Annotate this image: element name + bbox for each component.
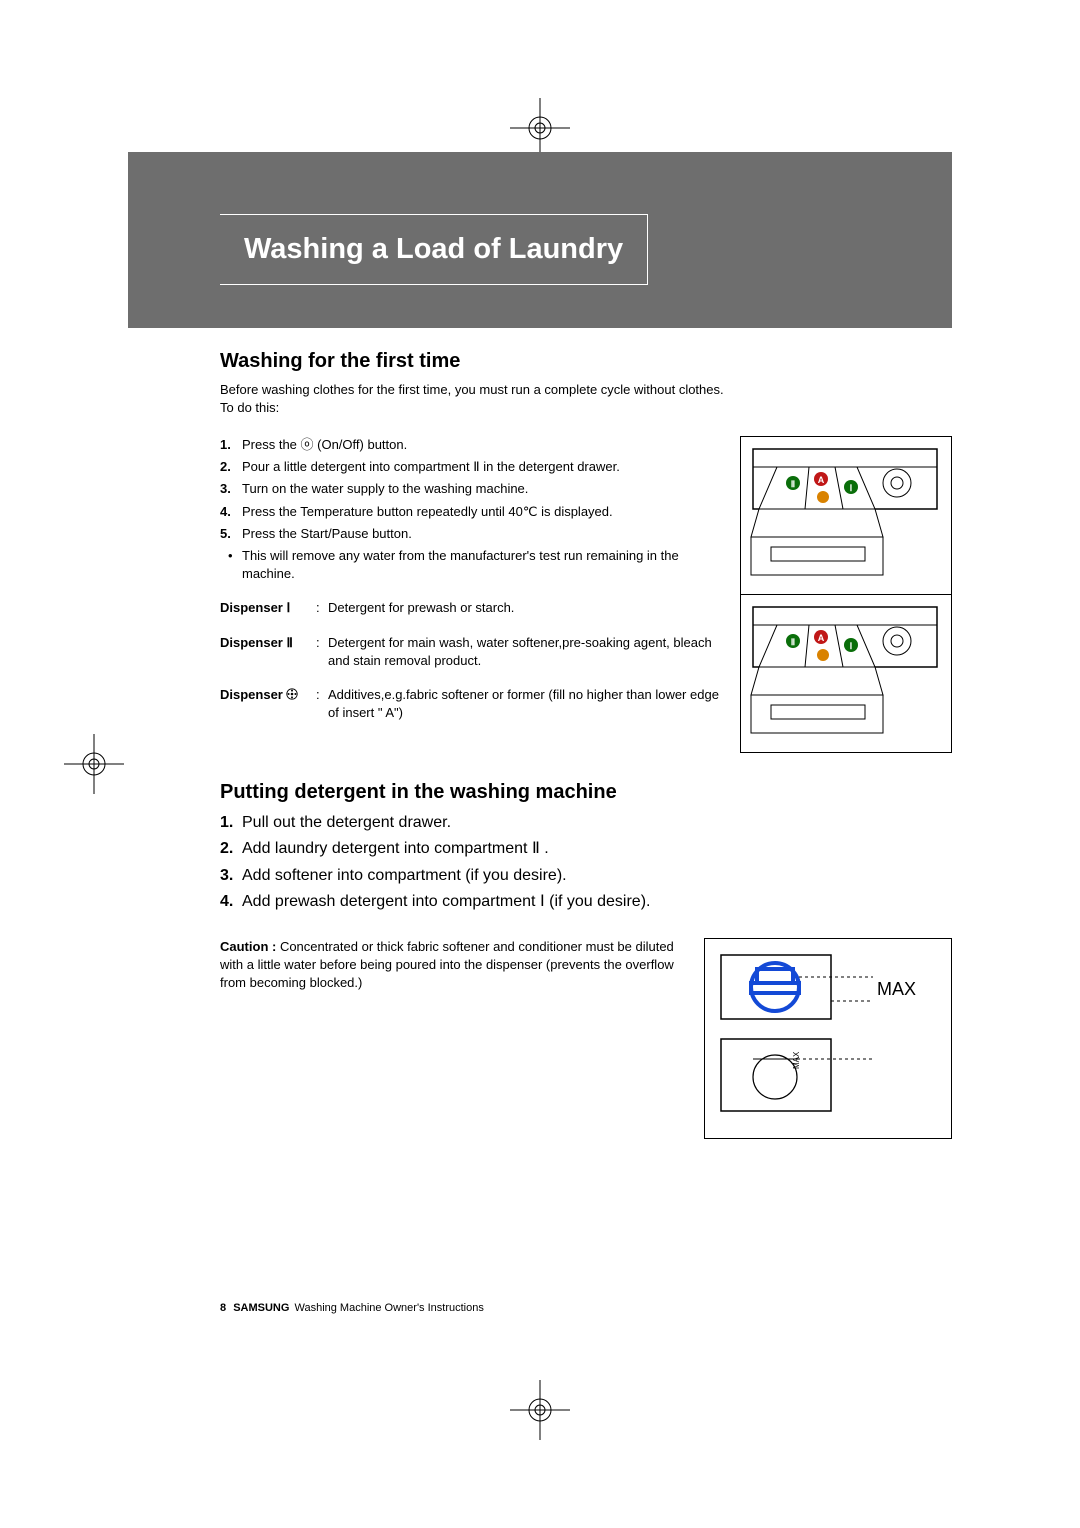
registration-mark-top — [510, 98, 570, 158]
dispenser-3-text: Additives,e.g.fabric softener or former … — [328, 686, 722, 722]
flower-icon — [286, 688, 298, 700]
caution-body: Concentrated or thick fabric softener an… — [220, 939, 674, 990]
svg-text:Ⅱ: Ⅱ — [791, 637, 795, 647]
drawer-diagram-icon: Ⅱ A Ⅰ — [747, 601, 943, 741]
step-4: Press the Temperature button repeatedly … — [220, 503, 722, 521]
manual-page: Washing a Load of Laundry Washing for th… — [0, 0, 1080, 1528]
caution-text: Caution : Concentrated or thick fabric s… — [220, 938, 686, 993]
section2-steps: Pull out the detergent drawer. Add laund… — [220, 812, 952, 914]
section1-intro: Before washing clothes for the first tim… — [220, 381, 952, 416]
colon: : — [316, 599, 328, 617]
s2-step-1: Pull out the detergent drawer. — [220, 812, 952, 834]
registration-mark-bottom — [510, 1380, 570, 1440]
caution-row: Caution : Concentrated or thick fabric s… — [220, 938, 952, 1139]
page-footer: 8 SAMSUNG Washing Machine Owner's Instru… — [220, 1302, 484, 1314]
drawer-figure-top: Ⅱ A Ⅰ — [741, 437, 951, 595]
section1-note: This will remove any water from the manu… — [220, 547, 722, 583]
section1-columns: Press the ⓞ (On/Off) button. Pour a litt… — [220, 436, 952, 753]
s2-step-2: Add laundry detergent into compartment Ⅱ… — [220, 838, 952, 860]
dispenser-1-label: Dispenser Ⅰ — [220, 599, 316, 617]
intro-line2: To do this: — [220, 400, 279, 415]
caution-label: Caution : — [220, 939, 276, 954]
max-level-diagram-icon: MAX MAX — [715, 949, 919, 1119]
section2-heading: Putting detergent in the washing machine — [220, 781, 952, 804]
dispenser-3-label-text: Dispenser — [220, 687, 286, 702]
max-label-small: MAX — [792, 1051, 801, 1069]
svg-text:A: A — [818, 475, 825, 485]
step-2: Pour a little detergent into compartment… — [220, 458, 722, 476]
step-3: Turn on the water supply to the washing … — [220, 480, 722, 498]
step-1: Press the ⓞ (On/Off) button. — [220, 436, 722, 454]
svg-text:Ⅰ: Ⅰ — [850, 483, 853, 493]
dispenser-3-label: Dispenser — [220, 686, 316, 704]
intro-line1: Before washing clothes for the first tim… — [220, 382, 724, 397]
page-title: Washing a Load of Laundry — [220, 214, 648, 285]
section1-steps: Press the ⓞ (On/Off) button. Pour a litt… — [220, 436, 722, 543]
dispenser-1-text: Detergent for prewash or starch. — [328, 599, 722, 617]
max-figure: MAX MAX — [704, 938, 952, 1139]
dispenser-2-label: Dispenser Ⅱ — [220, 634, 316, 652]
svg-text:Ⅰ: Ⅰ — [850, 641, 853, 651]
drawer-figures: Ⅱ A Ⅰ — [740, 436, 952, 753]
footer-tail: Washing Machine Owner's Instructions — [291, 1302, 483, 1314]
footer-brand: SAMSUNG — [233, 1302, 289, 1314]
dispenser-2-text: Detergent for main wash, water softener,… — [328, 634, 722, 670]
colon: : — [316, 634, 328, 652]
colon: : — [316, 686, 328, 704]
drawer-diagram-icon: Ⅱ A Ⅰ — [747, 443, 943, 583]
svg-text:A: A — [818, 633, 825, 643]
dispenser-row-2: Dispenser Ⅱ : Detergent for main wash, w… — [220, 634, 722, 670]
section1-heading: Washing for the first time — [220, 350, 952, 373]
page-number: 8 — [220, 1302, 226, 1314]
section2: Putting detergent in the washing machine… — [220, 781, 952, 1139]
section1-left: Press the ⓞ (On/Off) button. Pour a litt… — [220, 436, 722, 722]
registration-mark-left — [64, 734, 124, 794]
svg-text:Ⅱ: Ⅱ — [791, 479, 795, 489]
content-area: Washing for the first time Before washin… — [220, 350, 952, 1139]
max-label: MAX — [877, 979, 916, 999]
dispenser-row-1: Dispenser Ⅰ : Detergent for prewash or s… — [220, 599, 722, 617]
step-5: Press the Start/Pause button. — [220, 525, 722, 543]
drawer-figure-bottom: Ⅱ A Ⅰ — [741, 595, 951, 752]
dispenser-row-3: Dispenser : Additives,e.g.fabric softene… — [220, 686, 722, 722]
s2-step-4: Add prewash detergent into compartment Ⅰ… — [220, 891, 952, 913]
s2-step-3: Add softener into compartment (if you de… — [220, 865, 952, 887]
